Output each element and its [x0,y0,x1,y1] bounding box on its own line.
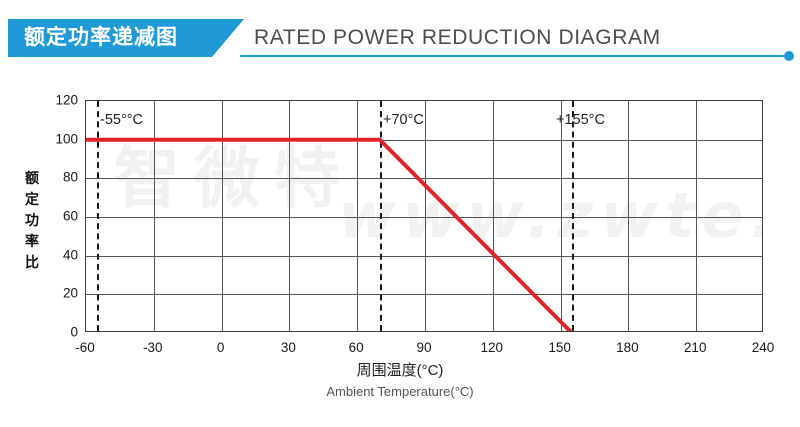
x-tick-label: 30 [280,340,296,355]
x-tick-label: 180 [616,340,639,355]
y-tick-label: 80 [62,169,78,185]
x-axis-title-en: Ambient Temperature(°C) [326,384,474,399]
annotation-line-minus55 [97,101,100,331]
gridline-horizontal [86,217,762,218]
y-axis-title-char: 定 [25,191,39,207]
y-tick-label: 40 [62,247,78,263]
derating-curve [86,137,573,331]
annotation-line-plus155 [571,101,574,331]
annotation-label-plus70: +70°C [383,112,424,128]
y-tick-label: 0 [70,324,78,340]
x-tick-label: 210 [683,340,707,355]
gridline-horizontal [86,139,762,141]
gridline-vertical [492,101,494,331]
gridline-horizontal [86,178,762,180]
gridline-vertical [628,101,630,331]
gridline-horizontal [86,255,762,257]
x-tick-label: 150 [548,340,571,355]
y-axis-title-char: 率 [25,233,39,249]
x-axis-title: 周围温度(°C) Ambient Temperature(°C) [0,360,800,402]
x-tick-label: 90 [416,340,432,355]
plot-area: 智微特 www.zwte.cn -55°°C +70°C +155°C [85,100,763,332]
gridline-vertical [425,101,426,331]
header-title-en: RATED POWER REDUCTION DIAGRAM [254,26,661,49]
y-tick-label: 120 [55,92,78,108]
header-banner-shape [8,19,244,57]
gridline-vertical [221,101,223,331]
x-tick-label: -30 [143,340,163,355]
page-header: 额定功率递减图 RATED POWER REDUCTION DIAGRAM [0,0,800,72]
gridline-vertical [696,101,698,331]
x-tick-label: 0 [216,340,225,355]
x-axis-title-cn: 周围温度(°C) [356,362,444,379]
gridline-vertical [289,101,291,331]
y-axis-title: 额 定 功 率 比 [22,168,42,273]
gridline-vertical [560,101,562,331]
derating-curve-line [86,137,573,331]
x-tick-label: 60 [348,340,364,355]
header-divider-line [240,55,788,57]
annotation-line-plus70 [379,101,382,331]
y-tick-label: 20 [62,285,78,301]
annotation-label-minus55: -55°°C [100,112,144,128]
y-axis-title-char: 功 [25,212,39,228]
x-tick-label: -60 [75,340,95,355]
header-end-dot-icon [784,51,794,61]
x-tick-label: 120 [480,340,504,355]
y-tick-label: 60 [62,208,78,224]
gridline-horizontal [86,294,762,296]
y-axis-title-char: 比 [25,254,39,270]
x-tick-label: 240 [751,340,775,355]
gridline-vertical [153,101,155,331]
y-tick-label: 100 [55,131,78,147]
header-title-cn: 额定功率递减图 [24,26,178,49]
rated-power-reduction-chart: 额 定 功 率 比 120 100 80 60 40 20 0 -60 -30 … [0,72,800,427]
gridline-vertical [357,101,359,331]
y-axis-title-char: 额 [25,170,39,186]
annotation-label-plus155: +155°C [556,112,605,128]
